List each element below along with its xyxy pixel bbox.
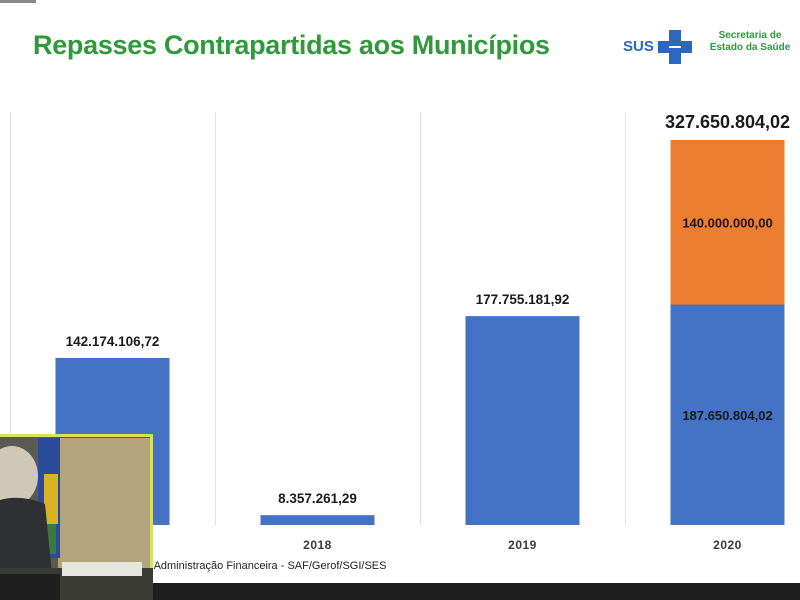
- bar-2020-series0: [670, 304, 785, 525]
- source-caption: e Administração Financeira - SAF/Gerof/S…: [145, 560, 387, 572]
- page-title: Repasses Contrapartidas aos Municípios: [33, 30, 550, 60]
- total-label: 8.357.261,29: [278, 491, 357, 506]
- video-bottom-strip: [0, 583, 800, 600]
- webcam-overlay: [0, 434, 153, 600]
- x-tick-label: 2019: [508, 538, 537, 552]
- segment-label: 187.650.804,02: [682, 408, 772, 423]
- total-label: 327.650.804,02: [665, 112, 790, 132]
- x-tick-label: 2020: [713, 538, 742, 552]
- total-label: 177.755.181,92: [476, 292, 570, 307]
- segment-label: 140.000.000,00: [682, 215, 772, 230]
- bar-2019-series0: [465, 316, 580, 525]
- top-bar: [0, 0, 36, 3]
- health-cross-icon: [658, 30, 692, 64]
- x-tick-label: 2018: [303, 538, 332, 552]
- sus-logo-text: SUS: [623, 38, 654, 55]
- total-label: 142.174.106,72: [66, 334, 160, 349]
- bar-2018-series0: [260, 515, 375, 525]
- sus-logo: SUS Secretaria de Estado da Saúde: [623, 28, 793, 74]
- secretaria-logo-text: Secretaria de Estado da Saúde: [709, 30, 791, 53]
- bar-2020-series1: [670, 140, 785, 305]
